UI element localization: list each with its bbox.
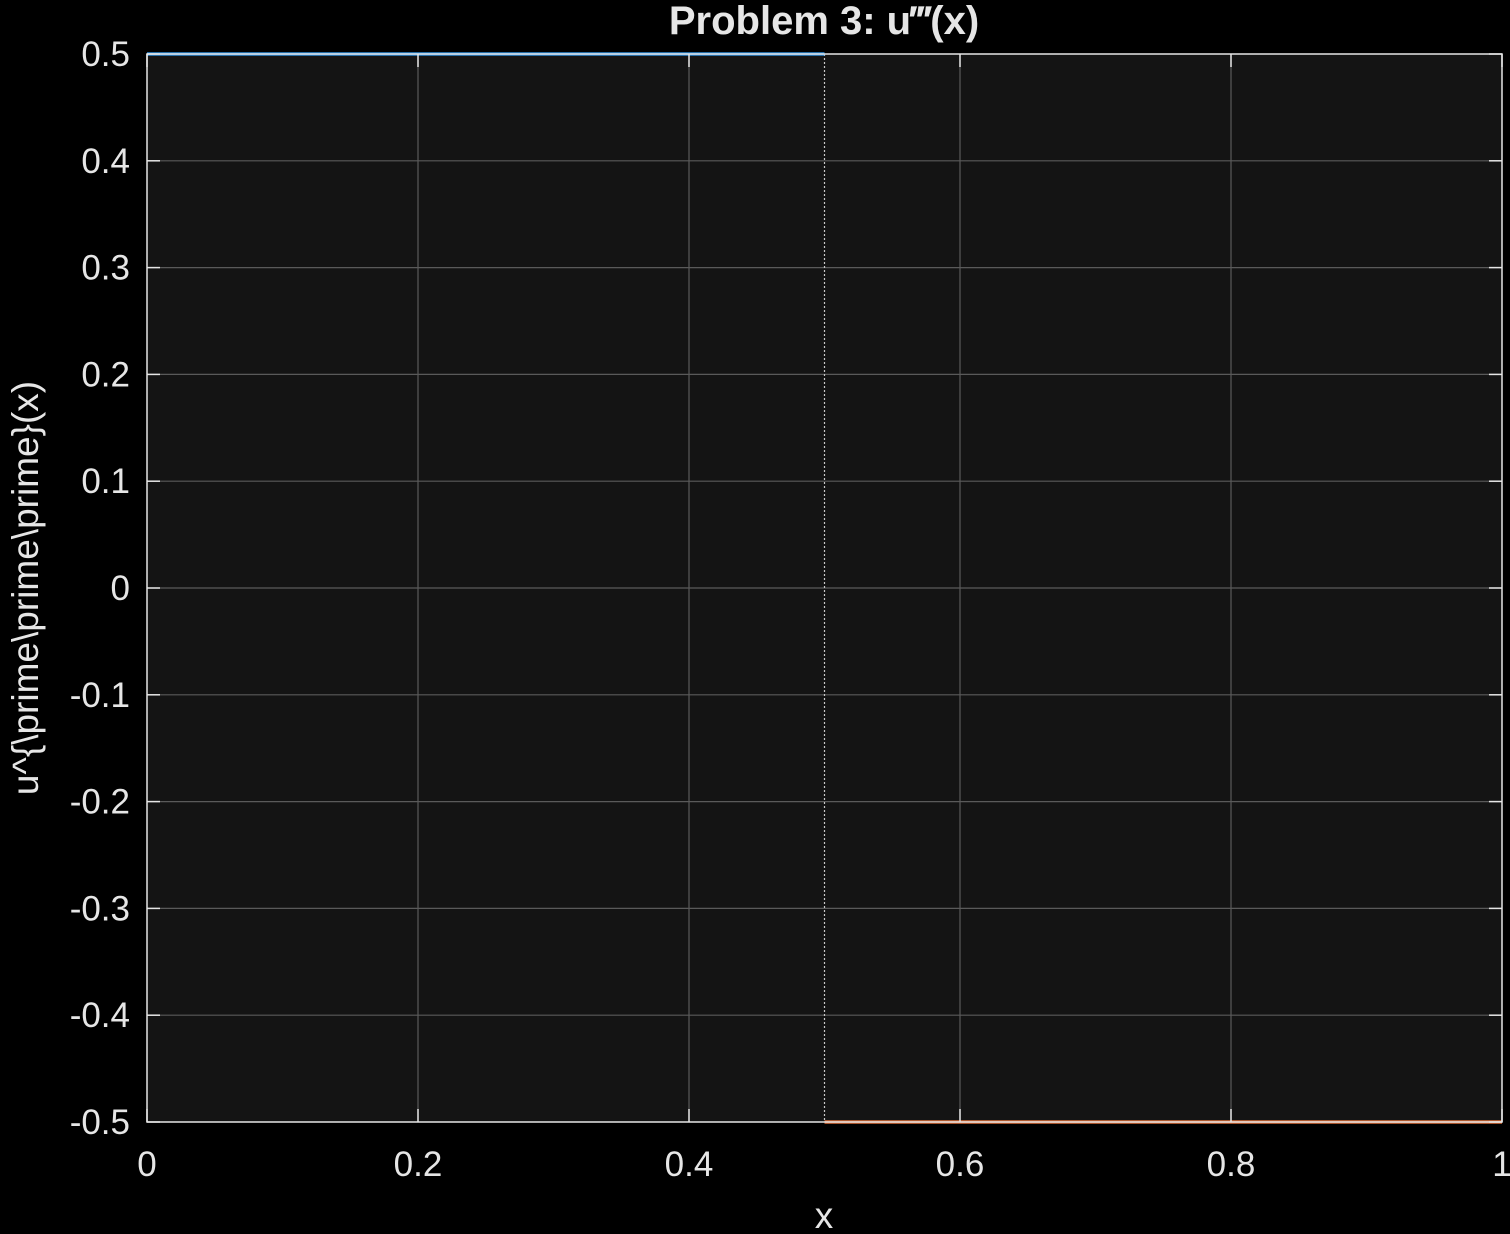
x-tick-label: 0.2 bbox=[394, 1145, 443, 1184]
y-tick-label: -0.1 bbox=[70, 676, 130, 715]
y-tick-label: -0.3 bbox=[70, 889, 130, 928]
x-tick-label: 0.4 bbox=[665, 1145, 714, 1184]
y-tick-label: 0.3 bbox=[81, 249, 130, 288]
ticks: 0 0.2 0.4 0.6 0.8 1 0.5 0.4 0.3 0.2 0.1 0 -0.1 -0.2 -0… bbox=[70, 35, 1510, 1184]
y-axis-label: u^{\prime\prime\prime}(x) bbox=[5, 381, 46, 795]
y-tick-label: 0.5 bbox=[81, 35, 130, 74]
y-tick-label: -0.4 bbox=[70, 996, 130, 1035]
x-tick-label: 0.6 bbox=[936, 1145, 985, 1184]
y-tick-label: -0.2 bbox=[70, 783, 130, 822]
x-tick-label: 0 bbox=[137, 1145, 156, 1184]
y-tick-label: -0.5 bbox=[70, 1103, 130, 1142]
x-tick-label: 1 bbox=[1492, 1145, 1510, 1184]
y-tick-label: 0.2 bbox=[81, 355, 130, 394]
x-tick-label: 0.8 bbox=[1207, 1145, 1256, 1184]
y-tick-label: 0 bbox=[111, 569, 130, 608]
chart-title: Problem 3: u‴(x) bbox=[669, 0, 979, 43]
y-tick-label: 0.4 bbox=[81, 142, 130, 181]
x-axis-label: x bbox=[815, 1195, 834, 1234]
y-tick-label: 0.1 bbox=[81, 462, 130, 501]
